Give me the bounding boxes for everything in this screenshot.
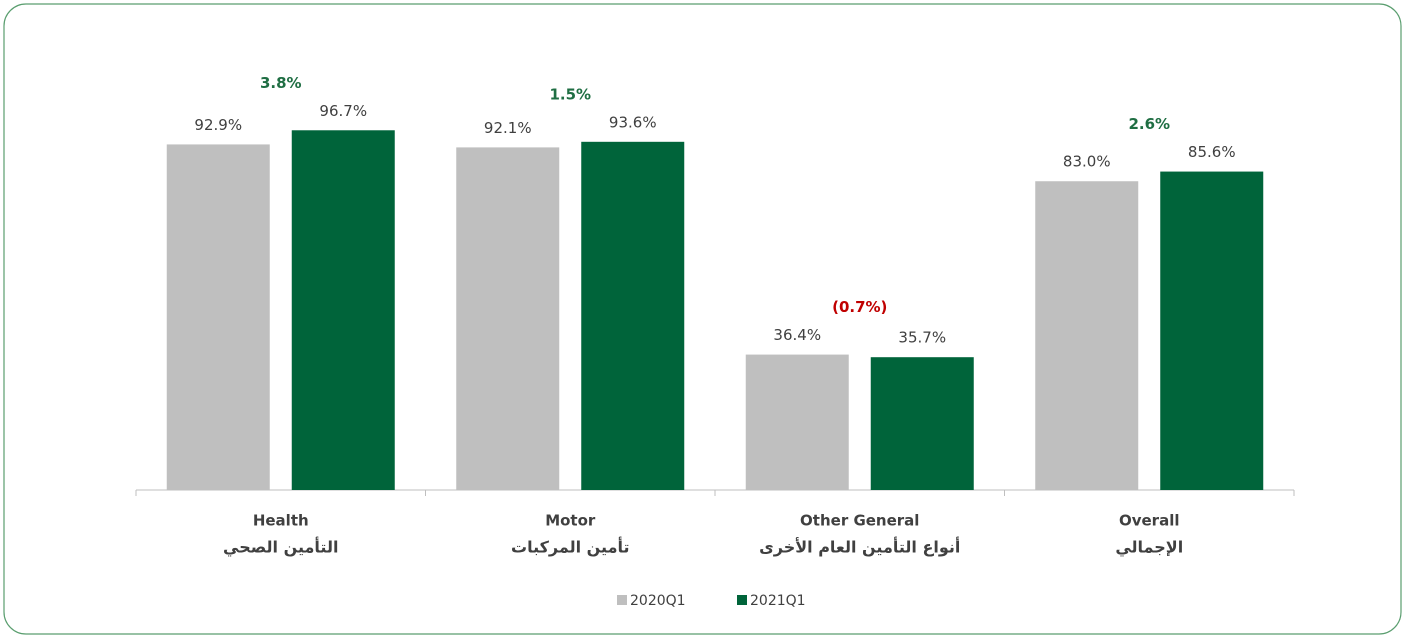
x-tick-label: Health xyxy=(253,512,309,530)
bar xyxy=(166,144,270,491)
x-tick-label-ar: تأمين المركبات xyxy=(511,537,630,557)
value-label: 96.7% xyxy=(319,102,367,120)
bar xyxy=(745,354,849,490)
bar xyxy=(456,147,560,490)
value-label: 85.6% xyxy=(1188,143,1236,161)
bar xyxy=(1160,171,1264,490)
change-label: 1.5% xyxy=(549,85,591,103)
value-label: 35.7% xyxy=(898,329,946,347)
x-tick-label: Motor xyxy=(545,512,596,530)
x-tick-label: Overall xyxy=(1119,512,1180,530)
change-label: 3.8% xyxy=(260,74,302,92)
x-tick-label-ar: التأمين الصحي xyxy=(223,537,338,558)
value-label: 92.1% xyxy=(484,119,532,137)
change-label: (0.7%) xyxy=(832,298,887,316)
value-label: 93.6% xyxy=(609,113,657,131)
value-label: 36.4% xyxy=(773,326,821,344)
bar xyxy=(581,141,685,491)
bar xyxy=(870,357,974,490)
x-tick-label-ar: الإجمالي xyxy=(1115,538,1183,558)
x-tick-label-ar: أنواع التأمين العام الأخرى xyxy=(759,537,960,557)
legend-label: 2021Q1 xyxy=(750,593,806,609)
bar xyxy=(1035,181,1139,491)
legend-label: 2020Q1 xyxy=(630,593,686,609)
legend-swatch xyxy=(617,595,627,605)
change-label: 2.6% xyxy=(1128,115,1170,133)
legend-swatch xyxy=(737,595,747,605)
value-label: 83.0% xyxy=(1063,153,1111,171)
value-label: 92.9% xyxy=(194,116,242,134)
x-tick-label: Other General xyxy=(800,512,919,530)
bar xyxy=(291,130,395,490)
